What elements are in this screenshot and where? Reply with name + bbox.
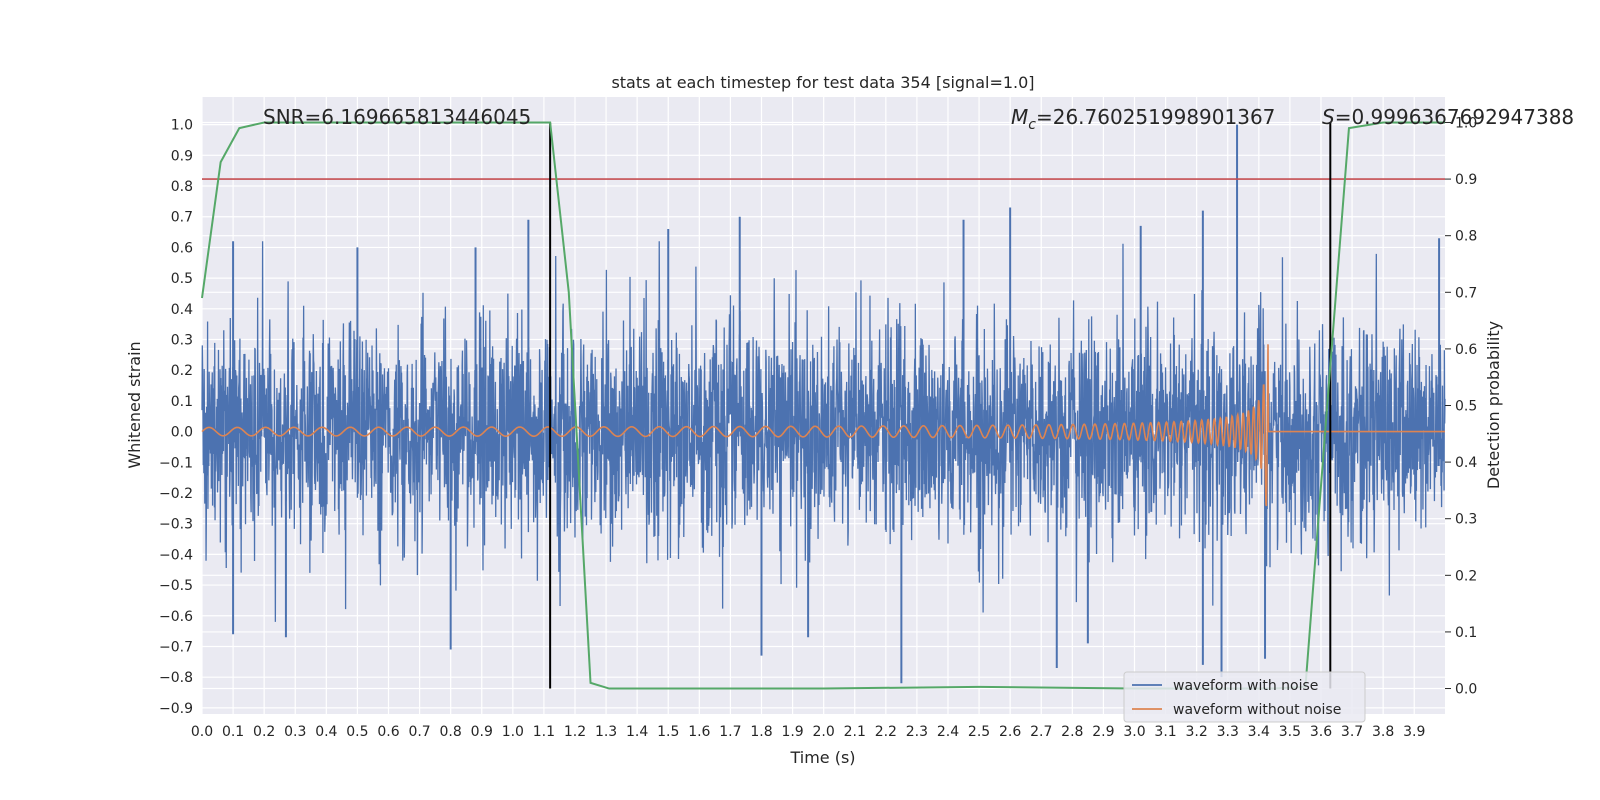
y-tick-label: −0.7	[159, 639, 193, 655]
ticks: 0.0 0.1 0.2 0.3 0.4 0.5 0.6 0.7 0.8 0.9 1.0 1.1 1.2 1…	[159, 115, 1477, 740]
legend-label-noise: waveform with noise	[1173, 678, 1318, 694]
x-tick-label: 0.5	[346, 724, 368, 740]
y-tick-label: 0.6	[171, 240, 193, 256]
snr-annotation: SNR=6.169665813446045	[263, 105, 531, 129]
y2-tick-label: 0.5	[1455, 399, 1477, 415]
y-tick-label: 0.5	[171, 271, 193, 287]
x-tick-label: 2.5	[968, 724, 990, 740]
y-tick-label: 0.3	[171, 333, 193, 349]
x-tick-label: 1.1	[533, 724, 555, 740]
score-symbol: S	[1322, 105, 1335, 129]
x-tick-label: 3.7	[1341, 724, 1363, 740]
x-tick-label: 2.2	[875, 724, 897, 740]
y-axis-label: Whitened strain	[125, 341, 144, 468]
series-detection-probability	[201, 121, 1445, 690]
score-annotation: S=0.9996367692947388	[1322, 105, 1574, 129]
y-tick-label: 0.0	[171, 425, 193, 441]
y-tick-label: 0.9	[171, 148, 193, 164]
x-tick-label: 0.0	[191, 724, 213, 740]
x-tick-label: 2.0	[813, 724, 835, 740]
x-tick-label: 1.3	[595, 724, 617, 740]
y-tick-label: 0.4	[171, 302, 193, 318]
chart-title: stats at each timestep for test data 354…	[611, 73, 1034, 92]
x-tick-label: 1.2	[564, 724, 586, 740]
x-tick-label: 1.7	[719, 724, 741, 740]
legend-label-clean: waveform without noise	[1173, 702, 1341, 718]
series-waveform-without-noise	[201, 344, 1445, 507]
x-tick-label: 3.8	[1372, 724, 1394, 740]
y-tick-label: −0.6	[159, 609, 193, 625]
x-tick-label: 3.2	[1186, 724, 1208, 740]
y-tick-label: 0.2	[171, 363, 193, 379]
y2-tick-label: 0.0	[1455, 682, 1477, 698]
x-tick-label: 1.9	[781, 724, 803, 740]
x-tick-label: 3.0	[1123, 724, 1145, 740]
y-tick-label: −0.4	[159, 547, 193, 563]
x-tick-label: 3.4	[1248, 724, 1270, 740]
x-tick-label: 3.1	[1154, 724, 1176, 740]
y-tick-label: −0.3	[159, 517, 193, 533]
x-tick-label: 2.1	[844, 724, 866, 740]
x-tick-label: 2.9	[1092, 724, 1114, 740]
x-tick-label: 0.7	[408, 724, 430, 740]
series-waveform-with-noise	[201, 241, 1446, 622]
y2-tick-label: 1.0	[1455, 115, 1477, 131]
y2-tick-label: 0.1	[1455, 625, 1477, 641]
legend-box	[1123, 671, 1366, 723]
x-tick-label: 2.3	[906, 724, 928, 740]
chirp-mass-value: =26.760251998901367	[1036, 105, 1275, 129]
x-tick-label: 1.0	[502, 724, 524, 740]
score-value: =0.9996367692947388	[1335, 105, 1574, 129]
legend: waveform with noise waveform without noi…	[1123, 671, 1366, 723]
y-tick-label: −0.1	[159, 455, 193, 471]
x-tick-label: 1.5	[657, 724, 679, 740]
x-tick-label: 3.5	[1279, 724, 1301, 740]
y2-tick-label: 0.6	[1455, 342, 1477, 358]
x-tick-label: 1.8	[750, 724, 772, 740]
y-tick-label: 0.7	[171, 210, 193, 226]
x-tick-label: 0.4	[315, 724, 337, 740]
x-tick-label: 0.3	[284, 724, 306, 740]
y-tick-label: −0.2	[159, 486, 193, 502]
y2-tick-label: 0.4	[1455, 455, 1477, 471]
y-tick-label: −0.8	[159, 670, 193, 686]
y-tick-label: −0.9	[159, 701, 193, 717]
x-tick-label: 0.9	[471, 724, 493, 740]
series-layer	[201, 121, 1446, 690]
x-tick-label: 2.6	[999, 724, 1021, 740]
x-tick-label: 3.3	[1217, 724, 1239, 740]
y2-tick-label: 0.8	[1455, 229, 1477, 245]
y2-axis-label: Detection probability	[1484, 321, 1503, 489]
chirp-mass-annotation: Mc=26.760251998901367	[1011, 105, 1275, 133]
x-tick-label: 3.9	[1403, 724, 1425, 740]
x-tick-label: 1.4	[626, 724, 648, 740]
x-tick-label: 2.7	[1030, 724, 1052, 740]
y-tick-label: 1.0	[171, 118, 193, 134]
chirp-mass-symbol: M	[1011, 105, 1028, 129]
x-tick-label: 0.1	[222, 724, 244, 740]
x-tick-label: 3.6	[1310, 724, 1332, 740]
x-tick-label: 1.6	[688, 724, 710, 740]
y-tick-label: 0.8	[171, 179, 193, 195]
y2-tick-label: 0.3	[1455, 512, 1477, 528]
y2-tick-label: 0.9	[1455, 172, 1477, 188]
y-tick-label: −0.5	[159, 578, 193, 594]
x-tick-label: 0.8	[440, 724, 462, 740]
y-tick-label: 0.1	[171, 394, 193, 410]
x-tick-label: 0.6	[377, 724, 399, 740]
x-axis-label: Time (s)	[789, 748, 855, 767]
x-tick-label: 2.4	[937, 724, 959, 740]
x-tick-label: 0.2	[253, 724, 275, 740]
chirp-mass-subscript: c	[1028, 117, 1036, 133]
y2-tick-label: 0.2	[1455, 568, 1477, 584]
y2-tick-label: 0.7	[1455, 285, 1477, 301]
x-tick-label: 2.8	[1061, 724, 1083, 740]
